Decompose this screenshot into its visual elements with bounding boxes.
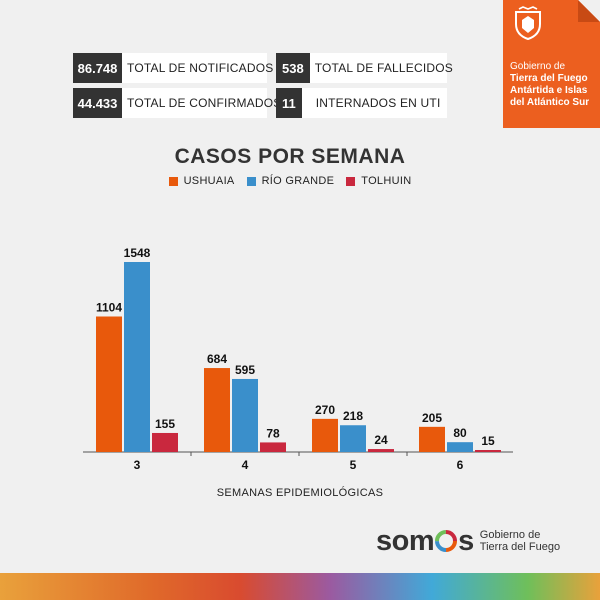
government-badge: Gobierno de Tierra del Fuego Antártida e…: [503, 0, 600, 128]
legend-label: USHUAIA: [183, 175, 235, 187]
legend-label: TOLHUIN: [361, 175, 412, 187]
stat-value: 44.433: [73, 88, 122, 118]
data-label: 15: [481, 434, 495, 448]
chart-title: CASOS POR SEMANA: [174, 145, 406, 168]
data-label: 80: [453, 426, 467, 440]
bar-ushuaia: [312, 418, 338, 452]
stat-value: 86.748: [73, 53, 122, 83]
bar-ushuaia: [96, 316, 122, 452]
government-line: del Atlántico Sur: [510, 97, 590, 108]
x-tick-label: 5: [350, 458, 357, 472]
stat-fallecidos: 538 TOTAL DE FALLECIDOS: [276, 53, 453, 83]
government-line: Tierra del Fuego: [510, 73, 588, 84]
data-label: 270: [315, 403, 335, 417]
bar-tolhuin: [152, 432, 178, 452]
bar-río-grande: [124, 262, 150, 452]
data-label: 595: [235, 363, 255, 377]
somos-wordmark: som s: [376, 525, 474, 558]
somos-wordmark-start: som: [376, 524, 435, 557]
data-label: 218: [343, 409, 363, 423]
government-line: Gobierno de: [510, 61, 566, 72]
somos-subtitle: Gobierno de Tierra del Fuego: [480, 529, 560, 553]
data-label: 1104: [96, 300, 122, 314]
stat-label: TOTAL DE NOTIFICADOS: [127, 61, 274, 75]
legend-item: TOLHUIN: [346, 175, 411, 187]
somos-subtitle-line: Gobierno de: [479, 529, 541, 541]
chart-legend: USHUAIA RÍO GRANDE TOLHUIN: [0, 175, 580, 187]
bar-tolhuin: [475, 450, 501, 452]
color-strip: [0, 573, 600, 600]
bar-tolhuin: [260, 442, 286, 452]
somos-subtitle-line: Tierra del Fuego: [479, 541, 561, 553]
stat-label: TOTAL DE CONFIRMADOS: [127, 96, 282, 110]
legend-swatch: [346, 176, 356, 186]
bar-ushuaia: [204, 368, 230, 452]
data-label: 1548: [124, 246, 151, 260]
legend-item: USHUAIA: [168, 175, 235, 187]
bar-río-grande: [340, 425, 366, 452]
crest-icon: [515, 6, 541, 40]
stat-value: 538: [276, 53, 310, 83]
data-label: 78: [266, 426, 280, 440]
somos-wordmark-end: s: [458, 524, 474, 557]
x-tick-label: 4: [242, 458, 249, 472]
legend-label: RÍO GRANDE: [261, 175, 335, 187]
bar-río-grande: [447, 442, 473, 452]
data-label: 205: [422, 411, 442, 425]
x-axis-title: SEMANAS EPIDEMIOLÓGICAS: [216, 487, 384, 499]
legend-swatch: [246, 176, 256, 186]
legend-swatch: [168, 176, 178, 186]
bar-río-grande: [232, 378, 258, 452]
stat-confirmados: 44.433 TOTAL DE CONFIRMADOS: [73, 88, 281, 118]
stat-label: INTERNADOS EN UTI: [315, 96, 441, 110]
data-label: 155: [155, 417, 175, 431]
data-label: 24: [374, 433, 388, 447]
legend-item: RÍO GRANDE: [246, 175, 335, 187]
x-tick-label: 3: [134, 458, 141, 472]
stat-label: TOTAL DE FALLECIDOS: [314, 61, 453, 75]
somos-o-icon: [435, 530, 458, 552]
x-tick-label: 6: [457, 458, 464, 472]
stat-value: 11: [276, 88, 302, 118]
stat-internados-uti: 11 INTERNADOS EN UTI: [276, 88, 447, 118]
stat-notificados: 86.748 TOTAL DE NOTIFICADOS: [73, 53, 273, 83]
data-label: 684: [207, 352, 227, 366]
government-line: Antártida e Islas: [510, 85, 588, 96]
bar-ushuaia: [419, 426, 445, 452]
page-fold-shade: [578, 0, 600, 22]
bar-tolhuin: [368, 449, 394, 452]
somos-logo: som s Gobierno de Tierra del Fuego: [376, 524, 560, 558]
